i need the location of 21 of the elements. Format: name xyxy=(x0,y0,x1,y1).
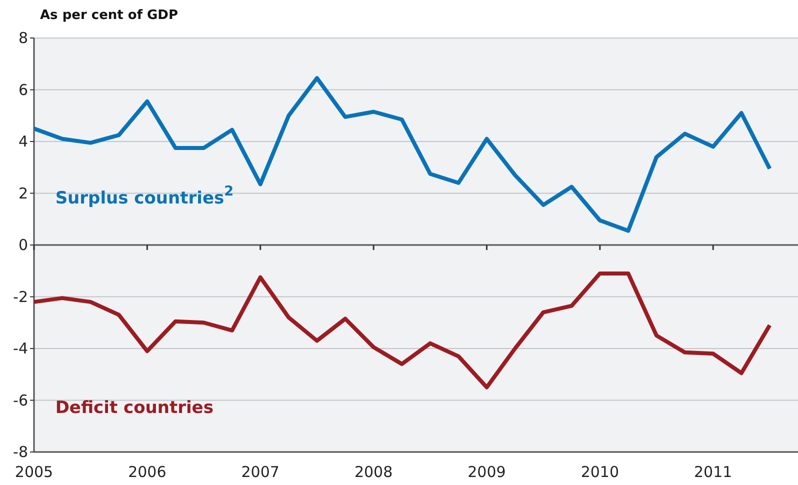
x-tick-label: 2011 xyxy=(694,463,732,481)
y-tick-label: -4 xyxy=(13,340,28,358)
x-tick-label: 2008 xyxy=(354,463,393,481)
x-tick-label: 2009 xyxy=(468,463,506,481)
y-tick-label: 4 xyxy=(18,132,28,150)
x-tick-label: 2010 xyxy=(580,463,620,481)
x-tick-label: 2007 xyxy=(241,463,280,481)
y-tick-label: 6 xyxy=(18,80,28,99)
y-axis-title: As per cent of GDP xyxy=(40,8,178,23)
y-tick-label: 0 xyxy=(18,236,28,254)
text: Deficit countries xyxy=(55,398,214,418)
x-tick-label: 2006 xyxy=(128,463,166,481)
x-tick-label: 2005 xyxy=(14,463,54,481)
y-tick-label: 2 xyxy=(18,184,28,202)
y-tick-label: -2 xyxy=(13,288,28,306)
y-tick-label: 8 xyxy=(18,29,28,47)
line-series xyxy=(32,76,772,233)
series-label: Surplus countries$^{2}$ xyxy=(55,184,234,209)
y-tick-label: -6 xyxy=(13,391,28,410)
line-series xyxy=(32,271,772,390)
y-tick-label: -8 xyxy=(13,443,28,461)
